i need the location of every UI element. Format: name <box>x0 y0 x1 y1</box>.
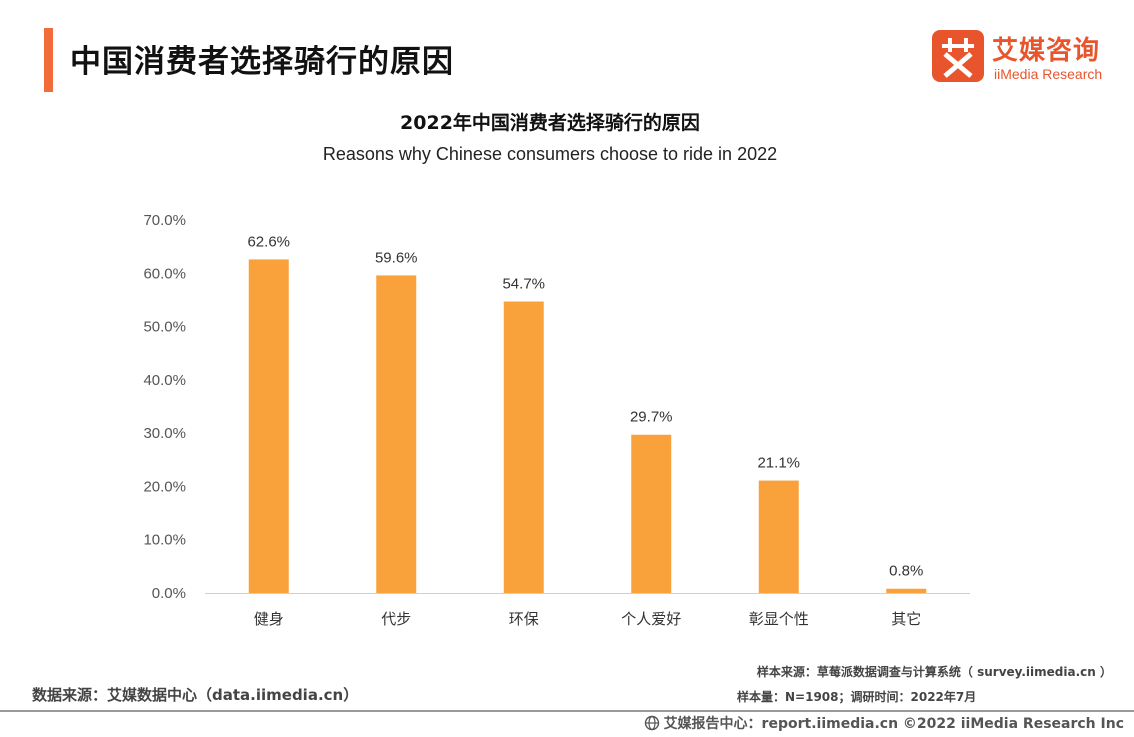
data-label: 29.7% <box>630 409 673 426</box>
data-label: 0.8% <box>889 563 923 580</box>
footer-divider <box>0 710 1134 712</box>
y-tick-label: 60.0% <box>143 265 186 282</box>
bar <box>758 480 799 593</box>
globe-icon <box>644 715 659 731</box>
footer-text: 艾媒报告中心：report.iimedia.cn ©2022 iiMedia R… <box>663 716 1124 732</box>
chart-title: 2022年中国消费者选择骑行的原因 <box>400 112 700 134</box>
data-source-note: 数据来源：艾媒数据中心（data.iimedia.cn） <box>32 686 359 704</box>
category-label: 代步 <box>381 610 411 628</box>
bar <box>631 434 672 593</box>
category-label: 个人爱好 <box>621 610 681 628</box>
footer: 艾媒报告中心：report.iimedia.cn ©2022 iiMedia R… <box>644 713 1124 733</box>
y-tick-label: 40.0% <box>143 372 186 389</box>
category-label: 环保 <box>509 610 539 628</box>
y-tick-label: 0.0% <box>152 585 186 602</box>
bar <box>248 259 289 593</box>
data-label: 59.6% <box>375 249 418 266</box>
chart-subtitle: Reasons why Chinese consumers choose to … <box>322 144 778 164</box>
y-tick-label: 30.0% <box>143 425 186 442</box>
y-tick-label: 10.0% <box>143 532 186 549</box>
sample-source-note: 样本来源：草莓派数据调查与计算系统（ survey.iimedia.cn ） <box>756 665 1112 679</box>
data-label: 21.1% <box>757 455 800 472</box>
title-accent-bar <box>44 28 53 92</box>
y-tick-label: 70.0% <box>143 212 186 229</box>
bar <box>376 275 417 593</box>
logo-text-en: iiMedia Research <box>994 66 1103 82</box>
y-tick-label: 20.0% <box>143 478 186 495</box>
bar <box>503 301 544 593</box>
category-label: 其它 <box>891 610 921 628</box>
logo-mark-icon <box>932 30 984 82</box>
page-title: 中国消费者选择骑行的原因 <box>70 44 454 80</box>
bar-chart: 0.0% 10.0% 20.0% 30.0% 40.0% 50.0% 60.0% 70.0% 6… <box>143 212 970 628</box>
data-label: 62.6% <box>247 233 290 250</box>
bar <box>886 588 927 593</box>
category-label: 彰显个性 <box>749 610 809 628</box>
logo-text-cn: 艾媒咨询 <box>992 36 1101 66</box>
y-tick-label: 50.0% <box>143 319 186 336</box>
iimedia-logo: 艾媒咨询 iiMedia Research <box>932 30 1122 88</box>
sample-size-note: 样本量：N=1908；调研时间：2022年7月 <box>737 690 977 704</box>
category-label: 健身 <box>254 610 284 628</box>
data-label: 54.7% <box>502 276 545 293</box>
